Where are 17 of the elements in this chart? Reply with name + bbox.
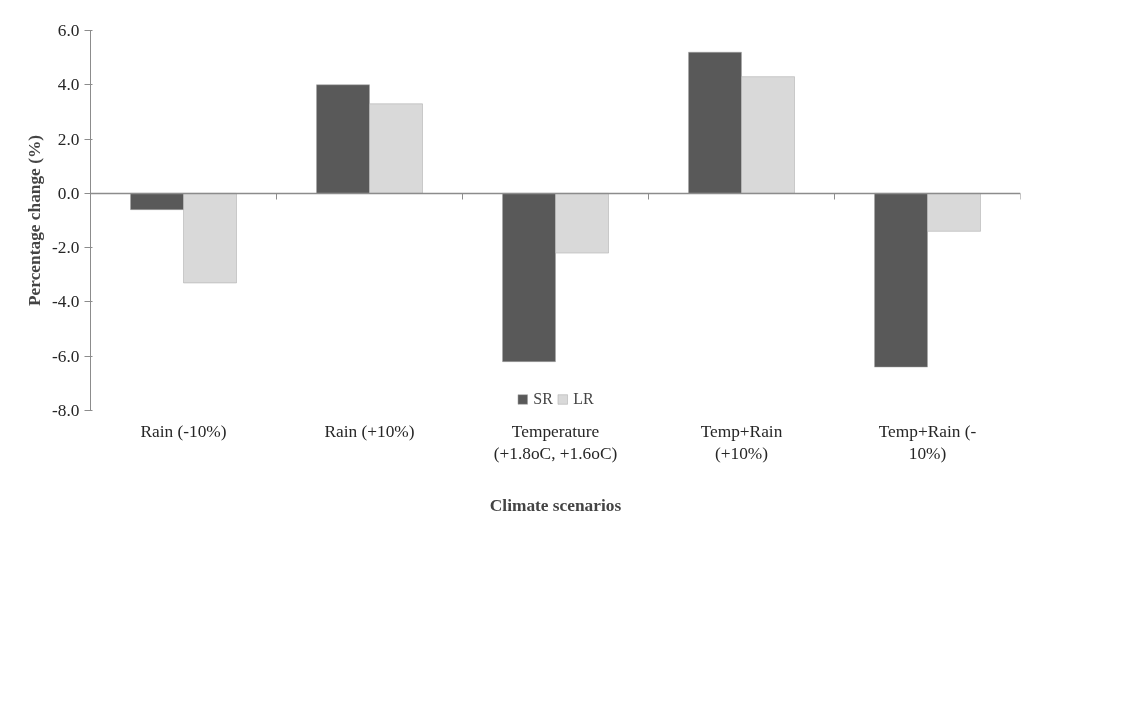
y-tick-label: 6.0 (57, 21, 80, 40)
y-tick-label: -2.0 (52, 238, 80, 258)
y-tick-label: 2.0 (57, 129, 80, 149)
legend-label: SR (533, 390, 554, 408)
y-tick-label: 4.0 (57, 75, 80, 95)
x-tick-label: Temp+Rain (- 10%) (878, 421, 977, 464)
legend-label: LR (573, 390, 594, 408)
x-tick-label: Rain (+10%) (324, 421, 415, 441)
x-tick-label: Temp+Rain (+10%) (700, 421, 783, 464)
y-tick-label: 0.0 (57, 183, 80, 203)
y-tick-label: -4.0 (52, 292, 80, 312)
x-tick-label: Temperature (+1.8oC, +1.6oC) (493, 421, 618, 464)
x-axis-title: Climate scenarios (489, 496, 622, 516)
y-tick-label: -8.0 (52, 401, 80, 420)
y-tick-label: -6.0 (52, 346, 80, 366)
x-tick-label: Rain (-10%) (140, 421, 227, 441)
y-axis-title: Percentage change (%) (25, 134, 45, 306)
